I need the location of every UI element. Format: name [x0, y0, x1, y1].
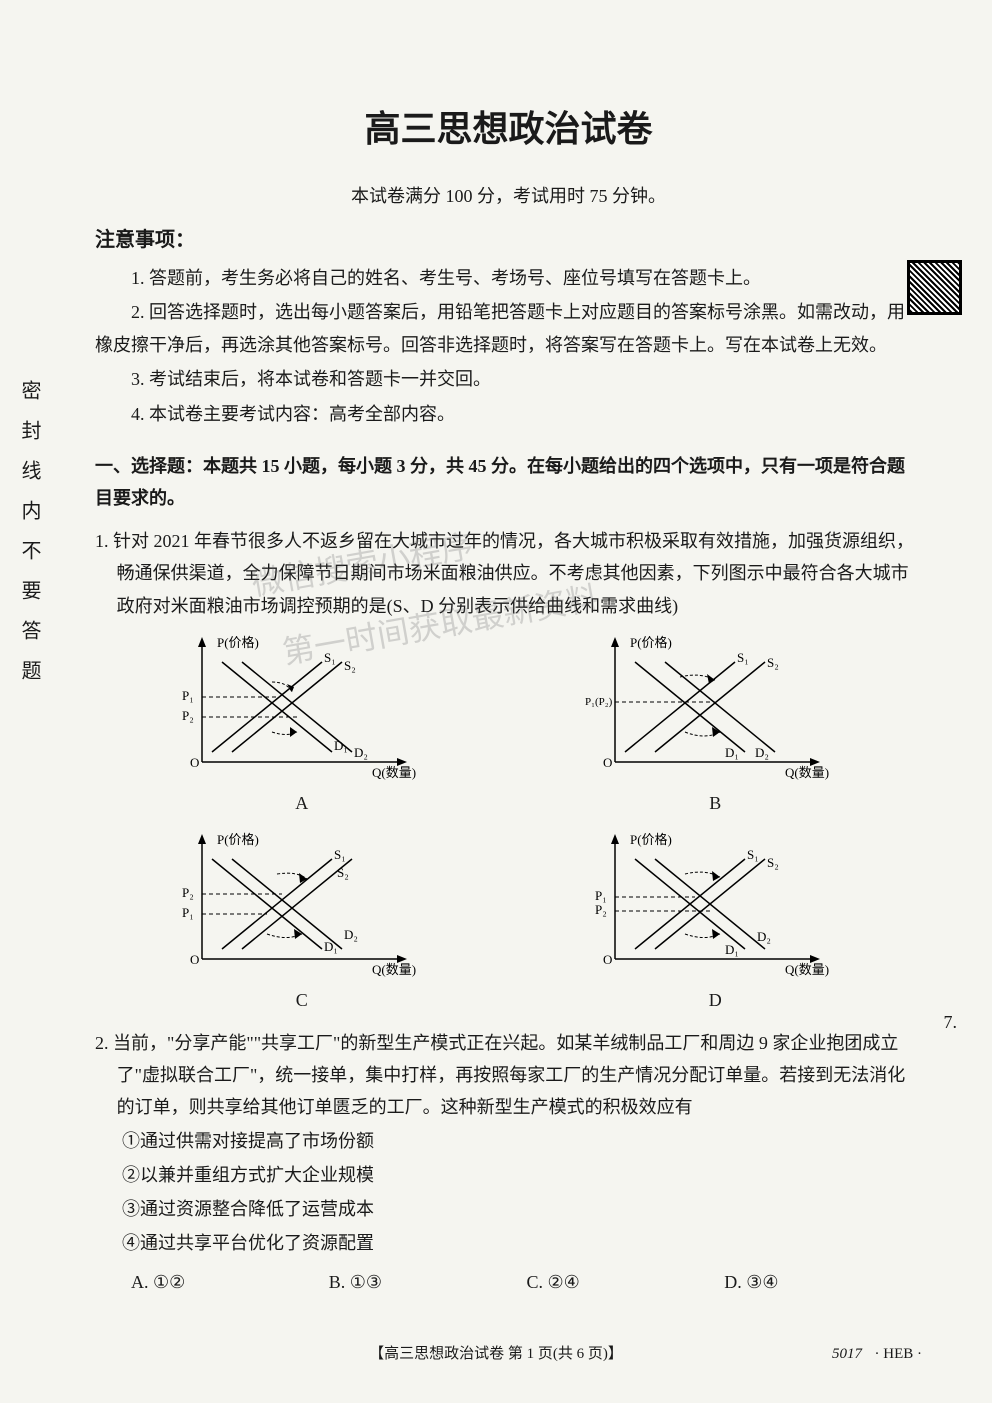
question-1-text: 1. 针对 2021 年春节很多人不返乡留在大城市过年的情况，各大城市积极采取有…	[95, 525, 922, 622]
question-2-choices: A. ①② B. ①③ C. ②④ D. ③④	[95, 1266, 922, 1298]
svg-text:D₁: D₁	[324, 939, 338, 954]
svg-text:P₂: P₂	[182, 708, 194, 723]
svg-text:D₁: D₁	[725, 942, 739, 957]
svg-text:S₁: S₁	[334, 847, 346, 862]
section-header: 一、选择题：本题共 15 小题，每小题 3 分，共 45 分。在每小题给出的四个…	[95, 450, 922, 515]
svg-text:D₂: D₂	[757, 929, 771, 944]
question-2-statements: ①通过供需对接提高了市场份额 ②以兼并重组方式扩大企业规模 ③通过资源整合降低了…	[95, 1124, 922, 1261]
margin-seal-text: 密封线内不要答题	[15, 380, 44, 700]
svg-text:P(价格): P(价格)	[630, 635, 672, 650]
svg-text:D₁: D₁	[725, 745, 739, 760]
chart-b-label: B	[585, 787, 845, 819]
svg-text:O: O	[603, 952, 612, 967]
notice-item: 3. 考试结束后，将本试卷和答题卡一并交回。	[95, 363, 922, 395]
choice-a: A. ①②	[131, 1266, 329, 1298]
svg-text:S₁: S₁	[737, 650, 749, 665]
footer-code: 5017	[832, 1346, 862, 1363]
charts-row-1: P(价格) Q(数量) O S₁ S₂ D₁ D₂ P₁ P₂ A	[95, 632, 922, 819]
chart-b-svg: P(价格) Q(数量) O S₁ S₂ D₁ D₂ P₁(P₂)	[585, 632, 845, 782]
svg-text:D₂: D₂	[354, 745, 368, 760]
svg-text:P₂: P₂	[595, 902, 607, 917]
exam-title: 高三思想政治试卷	[95, 100, 922, 152]
svg-text:P(价格): P(价格)	[217, 832, 259, 847]
choice-c: C. ②④	[527, 1266, 725, 1298]
chart-a-label: A	[172, 787, 432, 819]
choice-b: B. ①③	[329, 1266, 527, 1298]
svg-text:O: O	[603, 755, 612, 770]
svg-text:S₁: S₁	[747, 847, 759, 862]
svg-text:D₁: D₁	[334, 738, 348, 753]
statement-4: ④通过共享平台优化了资源配置	[122, 1226, 922, 1260]
statement-2: ②以兼并重组方式扩大企业规模	[122, 1158, 922, 1192]
svg-text:Q(数量): Q(数量)	[785, 765, 829, 780]
svg-text:S₂: S₂	[767, 855, 779, 870]
svg-text:P₁: P₁	[182, 905, 194, 920]
svg-text:S₁: S₁	[324, 650, 336, 665]
svg-text:P₁(P₂): P₁(P₂)	[585, 696, 613, 708]
chart-d-svg: P(价格) Q(数量) O S₁ S₂ D₁ D₂ P₁ P₂	[585, 829, 845, 979]
exam-subtitle: 本试卷满分 100 分，考试用时 75 分钟。	[95, 182, 922, 208]
chart-d: P(价格) Q(数量) O S₁ S₂ D₁ D₂ P₁ P₂ D	[585, 829, 845, 1016]
statement-1: ①通过供需对接提高了市场份额	[122, 1124, 922, 1158]
question-1: 1. 针对 2021 年春节很多人不返乡留在大城市过年的情况，各大城市积极采取有…	[95, 525, 922, 1017]
svg-text:P₂: P₂	[182, 885, 194, 900]
footer-heb: · HEB ·	[875, 1346, 923, 1363]
svg-text:D₂: D₂	[344, 927, 358, 942]
chart-c: P(价格) Q(数量) O S₁ S₂ D₁ D₂ P₂ P₁ C	[172, 829, 432, 1016]
svg-text:Q(数量): Q(数量)	[372, 962, 416, 977]
svg-text:Q(数量): Q(数量)	[372, 765, 416, 780]
svg-text:P₁: P₁	[182, 688, 194, 703]
notice-item: 1. 答题前，考生务必将自己的姓名、考生号、考场号、座位号填写在答题卡上。	[95, 262, 922, 294]
svg-text:P(价格): P(价格)	[630, 832, 672, 847]
notice-item: 2. 回答选择题时，选出每小题答案后，用铅笔把答题卡上对应题目的答案标号涂黑。如…	[95, 296, 922, 361]
svg-text:S₂: S₂	[337, 865, 349, 880]
svg-text:D₂: D₂	[755, 745, 769, 760]
notice-item: 4. 本试卷主要考试内容：高考全部内容。	[95, 398, 922, 430]
chart-a-svg: P(价格) Q(数量) O S₁ S₂ D₁ D₂ P₁ P₂	[172, 632, 432, 782]
svg-text:O: O	[190, 952, 199, 967]
chart-c-svg: P(价格) Q(数量) O S₁ S₂ D₁ D₂ P₂ P₁	[172, 829, 432, 979]
chart-d-label: D	[585, 984, 845, 1016]
svg-text:P(价格): P(价格)	[217, 635, 259, 650]
chart-b: P(价格) Q(数量) O S₁ S₂ D₁ D₂ P₁(P₂) B	[585, 632, 845, 819]
qr-code-icon	[907, 260, 962, 315]
notice-header: 注意事项：	[95, 223, 922, 252]
svg-text:P₁: P₁	[595, 888, 607, 903]
margin-number: 7.	[944, 1012, 958, 1033]
svg-text:Q(数量): Q(数量)	[785, 962, 829, 977]
svg-text:O: O	[190, 755, 199, 770]
question-2: 2. 当前，"分享产能""共享工厂"的新型生产模式正在兴起。如某羊绒制品工厂和周…	[95, 1027, 922, 1298]
choice-d: D. ③④	[724, 1266, 922, 1298]
question-2-text: 2. 当前，"分享产能""共享工厂"的新型生产模式正在兴起。如某羊绒制品工厂和周…	[95, 1027, 922, 1124]
statement-3: ③通过资源整合降低了运营成本	[122, 1192, 922, 1226]
svg-text:S₂: S₂	[344, 658, 356, 673]
svg-text:S₂: S₂	[767, 655, 779, 670]
chart-c-label: C	[172, 984, 432, 1016]
charts-row-2: P(价格) Q(数量) O S₁ S₂ D₁ D₂ P₂ P₁ C	[95, 829, 922, 1016]
chart-a: P(价格) Q(数量) O S₁ S₂ D₁ D₂ P₁ P₂ A	[172, 632, 432, 819]
